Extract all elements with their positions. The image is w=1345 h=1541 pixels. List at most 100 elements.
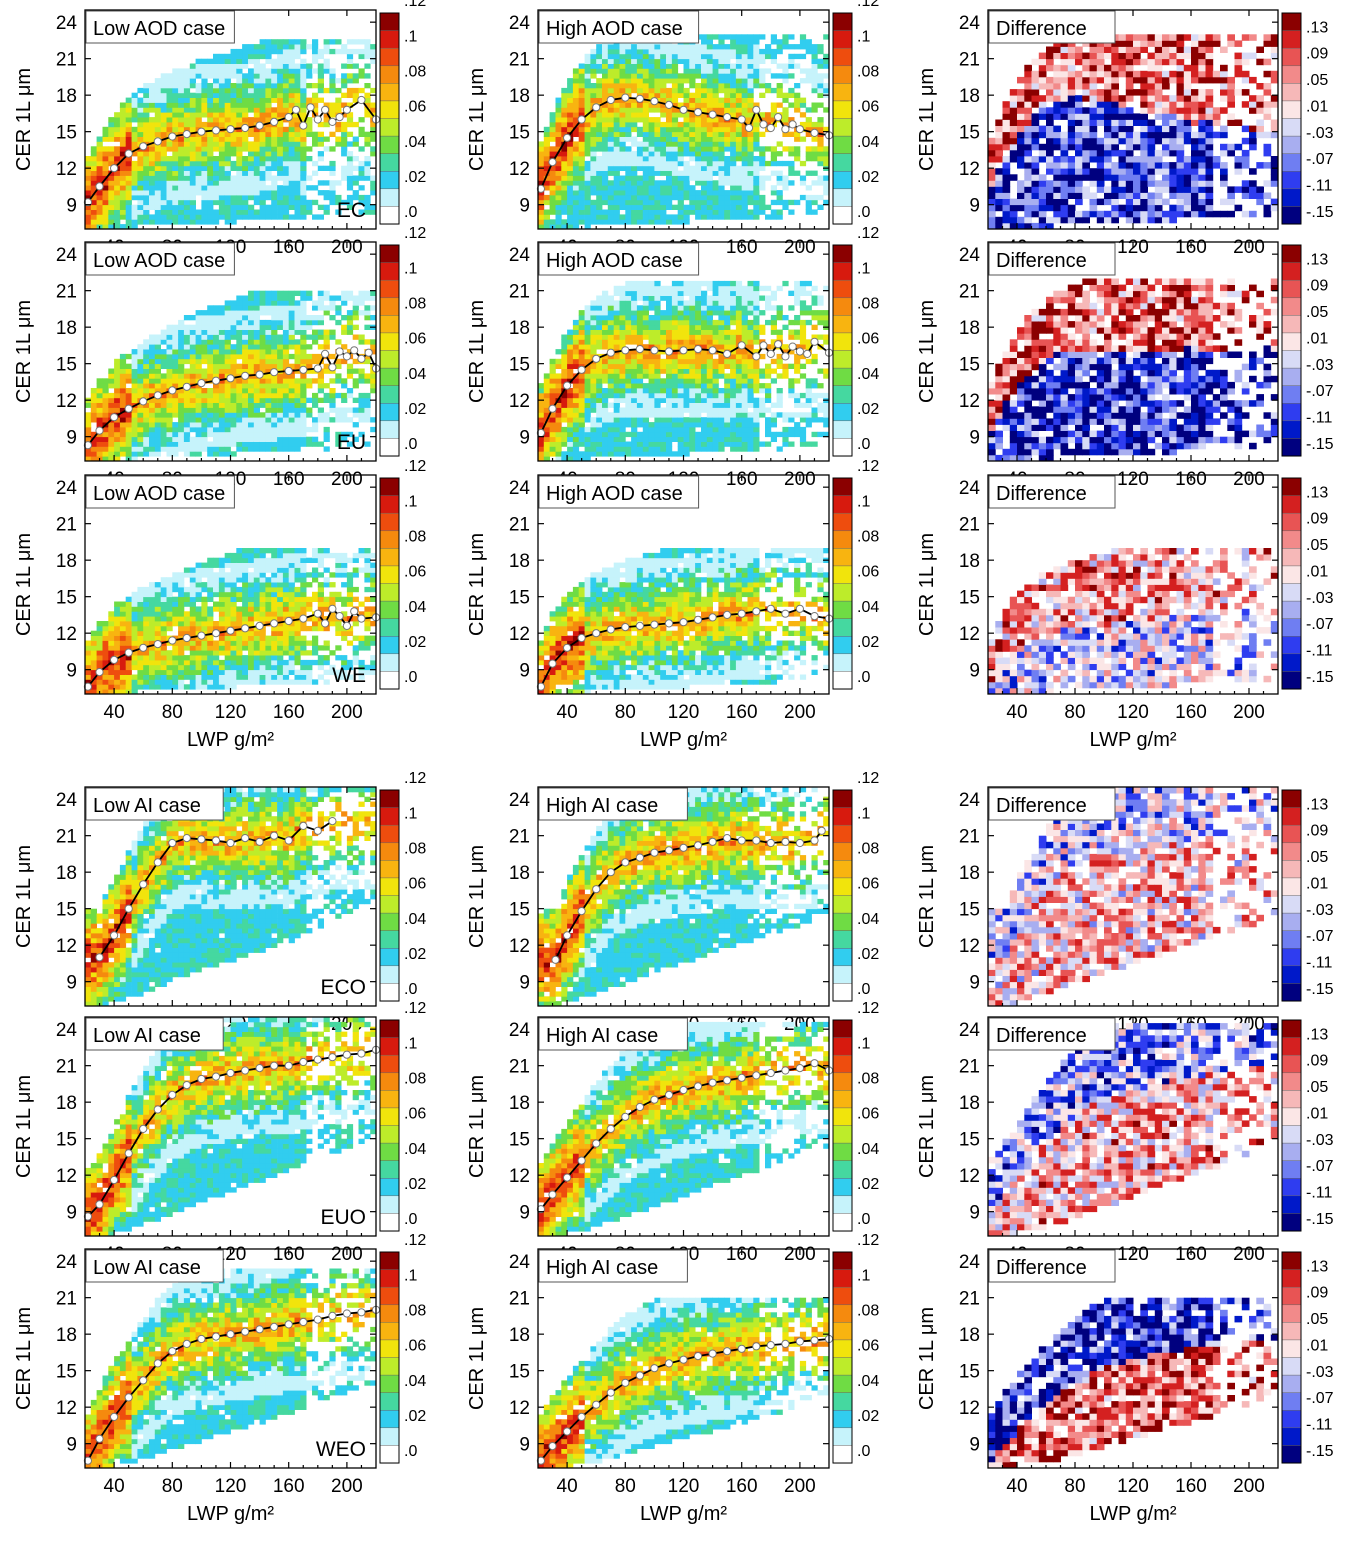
heatmap-cell: [613, 165, 620, 171]
y-tick-label: 9: [66, 196, 77, 217]
heatmap-cell: [747, 170, 754, 176]
heatmap-cell: [253, 58, 260, 64]
heatmap-cell: [294, 136, 301, 142]
heatmap-cell: [1118, 70, 1127, 78]
heatmap-cell: [236, 431, 243, 438]
heatmap-cell: [207, 107, 214, 113]
heatmap-cell: [364, 131, 371, 137]
heatmap-cell: [654, 214, 661, 220]
heatmap-cell: [724, 156, 731, 162]
heatmap-cell: [230, 117, 237, 123]
heatmap-cell: [811, 78, 818, 84]
heatmap-cell: [590, 126, 597, 133]
heatmap-cell: [1031, 76, 1040, 84]
heatmap-cell: [1220, 131, 1228, 139]
heatmap-cell: [352, 156, 359, 162]
heatmap-cell: [741, 156, 748, 162]
heatmap-cell: [1140, 180, 1148, 187]
heatmap-cell: [306, 117, 313, 123]
heatmap-cell: [248, 426, 255, 433]
heatmap-cell: [242, 446, 249, 452]
colorbar-segment: [379, 188, 400, 207]
heatmap-cell: [1096, 101, 1105, 108]
heatmap-cell: [619, 73, 626, 79]
heatmap-cell: [625, 146, 632, 152]
heatmap-cell: [230, 199, 237, 206]
y-axis-title: CER 1L μm: [916, 68, 938, 171]
heatmap-cell: [730, 194, 737, 201]
heatmap-cell: [596, 68, 603, 74]
heatmap-cell: [207, 407, 214, 413]
heatmap-cell: [90, 160, 97, 167]
heatmap-cell: [1053, 125, 1061, 133]
heatmap-cell: [753, 44, 760, 50]
colorbar-label: .0: [404, 204, 417, 221]
heatmap-cell: [602, 190, 609, 196]
heatmap-cell: [189, 353, 196, 360]
heatmap-cell: [294, 185, 301, 191]
heatmap-cell: [265, 87, 272, 94]
heatmap-cell: [178, 156, 185, 162]
heatmap-cell: [590, 180, 597, 186]
heatmap-cell: [1038, 76, 1047, 84]
heatmap-cell: [561, 141, 568, 147]
heatmap-cell: [242, 378, 249, 384]
heatmap-cell: [259, 334, 266, 340]
heatmap-cell: [770, 214, 777, 220]
heatmap-cell: [149, 102, 156, 108]
heatmap-cell: [230, 92, 237, 98]
heatmap-cell: [666, 92, 673, 98]
heatmap-cell: [242, 146, 249, 152]
heatmap-cell: [96, 141, 103, 147]
heatmap-cell: [271, 83, 278, 89]
heatmap-cell: [706, 160, 713, 167]
heatmap-cell: [149, 146, 156, 152]
heatmap-cell: [724, 83, 731, 89]
heatmap-cell: [753, 146, 760, 152]
heatmap-cell: [706, 204, 713, 210]
heatmap-cell: [253, 117, 260, 123]
heatmap-cell: [988, 162, 996, 169]
heatmap-cell: [294, 53, 301, 60]
heatmap-cell: [265, 300, 272, 306]
heatmap-cell: [183, 353, 191, 360]
heatmap-cell: [782, 131, 789, 137]
heatmap-cell: [137, 117, 144, 123]
heatmap-cell: [154, 422, 161, 428]
heatmap-cell: [236, 214, 243, 220]
heatmap-cell: [1111, 125, 1119, 133]
heatmap-cell: [183, 378, 191, 384]
heatmap-cell: [1017, 180, 1025, 187]
heatmap-cell: [671, 204, 679, 210]
heatmap-cell: [160, 209, 167, 215]
heatmap-cell: [747, 39, 754, 45]
heatmap-cell: [607, 78, 614, 84]
heatmap-cell: [1031, 83, 1040, 90]
heatmap-cell: [683, 48, 690, 55]
heatmap-cell: [207, 388, 214, 394]
heatmap-cell: [195, 87, 202, 94]
heatmap-cell: [218, 160, 226, 167]
heatmap-cell: [114, 190, 121, 196]
heatmap-cell: [317, 73, 324, 79]
heatmap-cell: [178, 141, 185, 147]
heatmap-cell: [160, 426, 167, 433]
heatmap-cell: [218, 136, 226, 142]
heatmap-cell: [312, 97, 319, 103]
heatmap-cell: [154, 353, 161, 360]
heatmap-cell: [712, 165, 719, 171]
heatmap-cell: [137, 175, 144, 181]
heatmap-cell: [666, 78, 673, 84]
heatmap-cell: [1089, 125, 1098, 133]
heatmap-cell: [567, 194, 574, 201]
heatmap-cell: [735, 146, 743, 152]
heatmap-cell: [90, 388, 97, 394]
heatmap-cell: [706, 121, 713, 128]
heatmap-cell: [90, 156, 97, 162]
heatmap-cell: [724, 48, 731, 55]
heatmap-cell: [131, 136, 138, 142]
heatmap-cell: [660, 209, 667, 215]
heatmap-cell: [137, 102, 144, 108]
heatmap-cell: [143, 190, 150, 196]
heatmap-cell: [1038, 131, 1047, 139]
